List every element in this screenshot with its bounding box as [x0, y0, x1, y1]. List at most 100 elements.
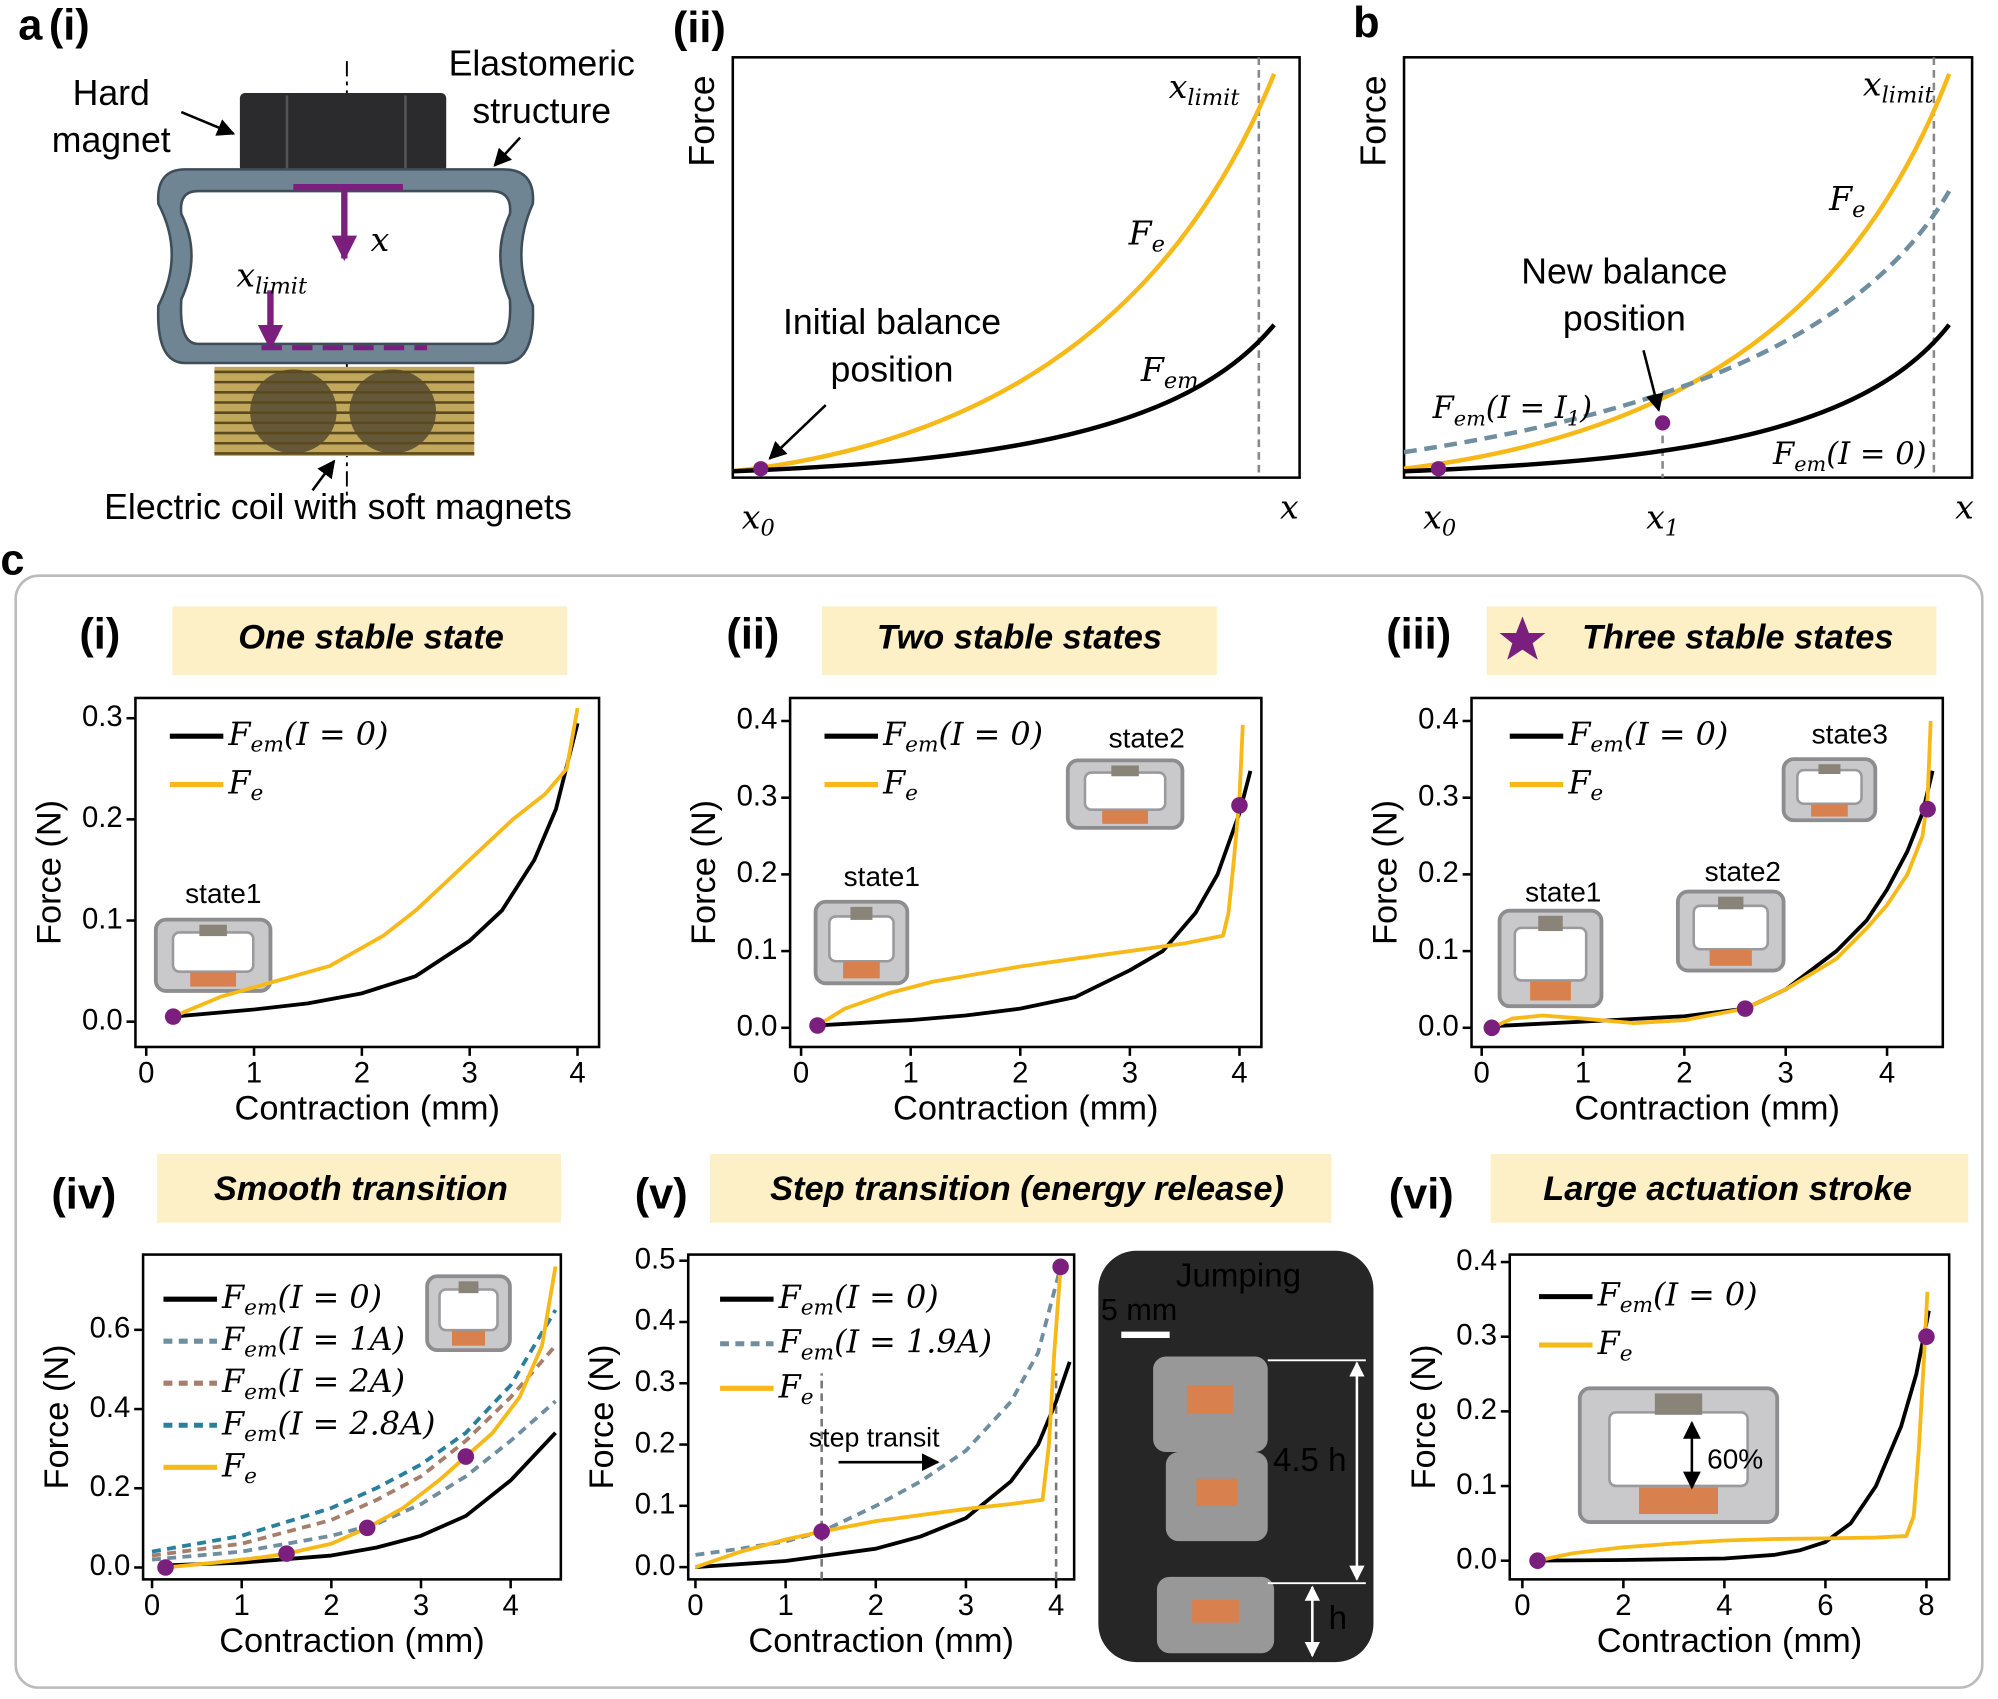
subscript: limit	[255, 274, 308, 300]
balance-point	[1052, 1258, 1069, 1276]
legend-label: Fe	[221, 1446, 257, 1489]
photo-label: h	[1329, 1600, 1347, 1637]
text-part: F	[1128, 214, 1153, 253]
star-icon	[1499, 616, 1546, 660]
text-part: (I = 2A)	[277, 1362, 405, 1400]
y-tick-label: 0.0	[90, 1549, 131, 1582]
panel-label: (vi)	[1389, 1171, 1454, 1219]
annotation: step transit	[809, 1422, 940, 1452]
y-tick-label: 0.2	[737, 856, 778, 889]
subscript: em	[1454, 406, 1486, 430]
series-line	[1491, 770, 1935, 1029]
x-tick-label: 1	[777, 1589, 793, 1622]
label: xlimit	[1169, 67, 1241, 111]
label: Fe	[1128, 214, 1165, 258]
legend-label: Fem(I = 0)	[1597, 1275, 1758, 1318]
subscript: em	[244, 1422, 277, 1447]
x-tick-label: 1	[1575, 1057, 1591, 1090]
x-tick-label: 0	[793, 1057, 809, 1090]
inset-label: state2	[1109, 722, 1185, 753]
x-tick-label: 2	[1012, 1057, 1028, 1090]
photo	[1811, 804, 1848, 817]
series-line	[160, 1431, 557, 1568]
text-part: F	[1432, 391, 1456, 426]
panel-label: (ii)	[673, 4, 726, 52]
balance-point	[1529, 1552, 1546, 1569]
label: New balance	[1521, 251, 1727, 291]
photo	[1692, 904, 1770, 951]
legend-label: Fem(I = 1A)	[221, 1320, 405, 1363]
series-line	[165, 1266, 558, 1570]
subscript: em	[1590, 733, 1623, 758]
legend-label: Fem(I = 0)	[221, 1278, 382, 1321]
photo	[1513, 926, 1588, 982]
x-tick-label: 0	[1474, 1057, 1490, 1090]
text-part: F	[221, 1446, 246, 1484]
balance-point	[1736, 1000, 1754, 1017]
y-tick-label: 0.2	[82, 801, 123, 834]
y-tick-label: 0.3	[737, 779, 778, 812]
inset-label: state3	[1812, 719, 1888, 750]
plot-frame	[788, 696, 1263, 1049]
panel-label: (v)	[635, 1171, 688, 1219]
x-axis-label: Contraction (mm)	[219, 1622, 485, 1660]
label: Force	[682, 75, 722, 166]
text-part: (I = 2.8A)	[277, 1404, 435, 1442]
y-tick-label: 0.1	[737, 933, 778, 966]
y-tick-label: 0.0	[737, 1010, 778, 1043]
photo	[190, 972, 237, 987]
x-axis-label: Contraction (mm)	[235, 1090, 501, 1128]
series-line	[1491, 720, 1933, 1030]
panel-label: (iv)	[51, 1171, 116, 1219]
title-box	[1486, 606, 1937, 676]
series-line	[816, 724, 1245, 1028]
subscript: e	[1152, 232, 1165, 258]
inset-label: state1	[844, 861, 920, 892]
photo-label: 5 mm	[1101, 1293, 1177, 1327]
y-tick-label: 0.6	[90, 1312, 131, 1345]
legend-label: Fem(I = 1.9A)	[778, 1322, 992, 1365]
x-tick-label: 1	[903, 1057, 919, 1090]
x-tick-label: 3	[462, 1057, 478, 1090]
x-tick-label: 4	[1231, 1057, 1247, 1090]
photo-label: 4.5 h	[1273, 1442, 1347, 1479]
text-part: F	[1828, 179, 1853, 218]
subscript: em	[801, 1296, 834, 1321]
label: Fe	[1828, 179, 1865, 223]
label: Force	[1353, 75, 1393, 166]
text-part: (I = 0)	[1826, 437, 1926, 472]
subscript: em	[905, 733, 938, 758]
legend-label: Fem(I = 0)	[227, 715, 388, 758]
text-part: F	[778, 1322, 803, 1360]
text-part: F	[778, 1278, 803, 1316]
plot-frame	[141, 1253, 563, 1581]
title-box	[1490, 1153, 1969, 1223]
x-tick-label: 0	[138, 1057, 154, 1090]
x-tick-label: 2	[1615, 1589, 1631, 1622]
series-line	[694, 1266, 1063, 1569]
balance-point	[358, 1519, 376, 1537]
subscript: e	[801, 1385, 814, 1410]
y-tick-label: 0.0	[1456, 1542, 1497, 1575]
title-box	[157, 1153, 561, 1223]
x-tick-label: 2	[1676, 1057, 1692, 1090]
subscript: em	[1794, 452, 1826, 476]
photo	[1718, 896, 1744, 910]
chart-title: Step transition (energy release)	[770, 1170, 1284, 1208]
label: x	[371, 220, 390, 259]
text-part: F	[221, 1320, 246, 1358]
label: Fem(I = 0)	[1772, 437, 1927, 476]
subscript: em	[251, 733, 284, 758]
series-line	[172, 707, 580, 1019]
y-tick-label: 0.3	[1418, 779, 1459, 812]
photo	[1654, 1393, 1703, 1415]
subscript: em	[244, 1296, 277, 1321]
label: Initial balance	[783, 302, 1001, 342]
text-part: F	[1567, 763, 1592, 801]
text-part: (I = I	[1486, 391, 1568, 426]
label: x1	[1646, 498, 1679, 542]
plot-frame	[134, 696, 601, 1049]
photo	[171, 931, 255, 973]
text-part: F	[1772, 437, 1796, 472]
